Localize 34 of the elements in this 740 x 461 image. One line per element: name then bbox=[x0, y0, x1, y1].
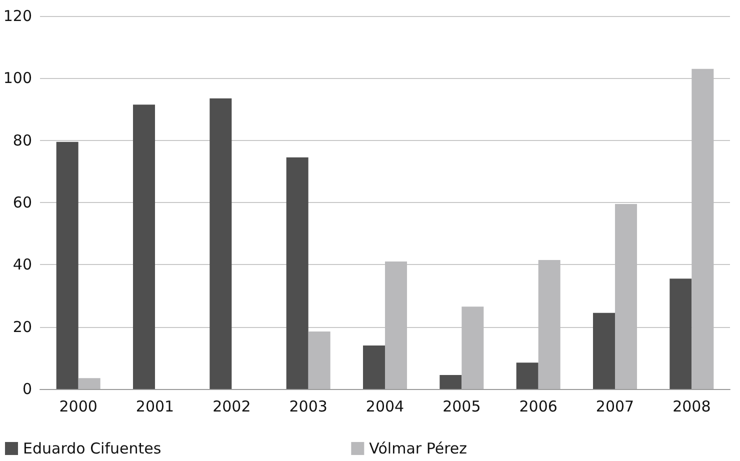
y-tick-label: 0 bbox=[22, 380, 32, 398]
bar bbox=[308, 331, 330, 389]
x-tick-label: 2008 bbox=[672, 398, 711, 416]
bar bbox=[440, 375, 462, 389]
bar bbox=[385, 262, 407, 389]
bar bbox=[593, 312, 615, 389]
x-tick-label: 2002 bbox=[212, 398, 251, 416]
y-tick-label: 80 bbox=[12, 131, 32, 150]
bar bbox=[692, 68, 714, 389]
bar bbox=[516, 362, 538, 389]
y-tick-label: 100 bbox=[3, 69, 32, 88]
bar bbox=[286, 157, 308, 389]
y-tick-label: 60 bbox=[12, 194, 32, 212]
legend-label: Eduardo Cifuentes bbox=[23, 440, 162, 458]
x-tick-label: 2000 bbox=[59, 398, 98, 416]
x-tick-label: 2003 bbox=[289, 398, 328, 416]
bar bbox=[462, 306, 484, 389]
bar bbox=[363, 345, 385, 389]
x-tick-label: 2005 bbox=[442, 398, 481, 416]
x-tick-label: 2004 bbox=[366, 398, 404, 416]
x-tick-label: 2007 bbox=[596, 398, 634, 416]
bar bbox=[670, 278, 692, 389]
x-tick-label: 2001 bbox=[136, 398, 174, 416]
bar bbox=[210, 98, 232, 389]
x-tick-label: 2006 bbox=[519, 398, 558, 416]
legend-label: Vólmar Pérez bbox=[369, 440, 468, 458]
bar bbox=[78, 378, 100, 389]
bar bbox=[133, 104, 155, 389]
bar bbox=[56, 142, 78, 389]
y-tick-label: 20 bbox=[12, 318, 32, 336]
bar bbox=[615, 204, 637, 389]
y-tick-label: 40 bbox=[12, 256, 32, 274]
y-tick-label: 120 bbox=[3, 7, 32, 25]
bar bbox=[538, 260, 560, 389]
